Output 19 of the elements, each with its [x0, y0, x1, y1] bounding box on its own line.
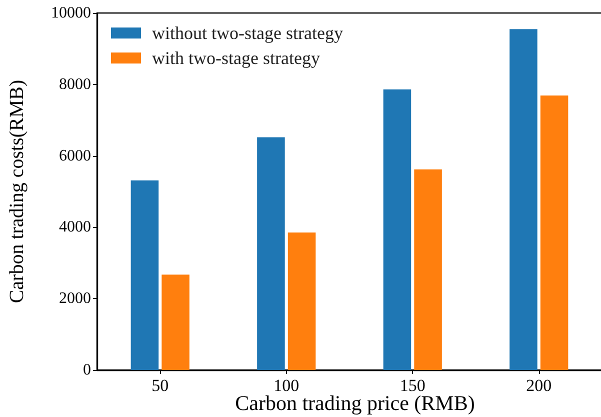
y-tick-label: 4000: [59, 218, 91, 236]
y-tick-label: 10000: [51, 4, 91, 22]
x-tick-label: 50: [152, 376, 169, 395]
bar: [383, 89, 412, 370]
x-tick-label: 200: [526, 376, 552, 395]
legend-label: without two-stage strategy: [152, 23, 343, 43]
bar: [257, 137, 285, 370]
y-axis-title: Carbon trading costs(RMB): [6, 80, 28, 304]
bar: [414, 169, 442, 370]
y-tick-label: 2000: [59, 290, 91, 308]
bar: [540, 95, 568, 370]
y-tick-label: 8000: [59, 76, 91, 93]
y-tick-label: 0: [83, 362, 91, 378]
y-tick-label: 6000: [59, 147, 91, 164]
bar: [130, 180, 159, 370]
bar: [510, 29, 538, 370]
legend-label: with two-stage strategy: [152, 48, 320, 68]
bar: [162, 274, 190, 370]
bar: [288, 232, 316, 370]
